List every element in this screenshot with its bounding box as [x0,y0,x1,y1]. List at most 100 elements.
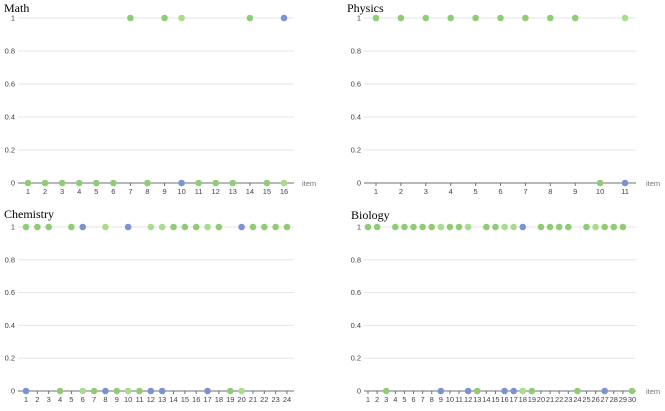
data-point [519,223,527,231]
x-tick-label: 1 [374,187,378,196]
x-tick-label: 6 [111,187,115,196]
data-point [621,14,629,22]
data-point [447,14,455,22]
x-tick-label: 1 [24,395,28,404]
data-point [283,223,291,231]
y-tick-label: 0.2 [351,146,361,155]
y-tick-label: 0.6 [351,288,361,297]
data-point [392,223,399,231]
x-tick-label: 8 [548,187,552,196]
data-point [522,14,529,22]
data-point [280,14,288,22]
data-point [464,387,472,395]
y-tick-label: 0.6 [5,288,15,297]
x-tick-label: 3 [424,187,428,196]
x-tick-label: 21 [249,395,257,404]
data-point [555,223,563,231]
data-point [410,223,417,231]
data-point [192,223,200,231]
y-tick-label: 0.8 [5,255,15,264]
y-tick-label: 0.4 [5,321,15,330]
data-point [483,223,490,231]
x-tick-label: 4 [58,395,62,404]
y-tick-label: 0 [11,179,15,188]
x-tick-label: 10 [596,187,604,196]
data-point [501,223,508,231]
data-point [79,387,87,395]
x-tick-label: 7 [523,187,527,196]
x-tick-label: 4 [393,395,397,404]
chart-title: Physics [347,1,384,15]
x-tick-label: 5 [69,395,73,404]
x-tick-label: 19 [226,395,234,404]
data-point [574,387,581,395]
y-tick-label: 0.2 [5,146,15,155]
data-point [261,223,268,231]
x-tick-label: 2 [375,395,379,404]
data-point [428,223,436,231]
x-tick-label: 17 [509,395,517,404]
data-point [249,223,257,231]
y-tick-label: 0.8 [351,255,361,264]
data-point [564,223,572,231]
x-tick-label: 1 [26,187,30,196]
data-point [601,223,608,231]
data-point [178,14,185,22]
chart-title: Chemistry [4,207,54,221]
x-tick-label: 7 [128,187,132,196]
x-tick-label: 29 [619,395,627,404]
x-axis-name: item [646,387,660,396]
x-tick-label: 28 [610,395,618,404]
x-tick-label: 11 [195,187,203,196]
x-tick-label: 24 [573,395,581,404]
data-point [215,223,223,231]
data-point [147,387,155,395]
y-tick-label: 0.2 [351,354,361,363]
data-point [422,14,430,22]
x-tick-label: 18 [519,395,527,404]
data-point [56,387,64,395]
data-point [621,179,629,187]
x-tick-label: 22 [555,395,563,404]
x-tick-label: 11 [621,187,629,196]
y-tick-label: 0 [357,387,361,396]
data-point [446,223,454,231]
data-point [501,387,508,395]
data-point [373,223,381,231]
x-tick-label: 5 [474,187,478,196]
x-tick-label: 14 [482,395,490,404]
data-point [601,387,608,395]
data-point [22,387,30,395]
data-point [22,223,30,231]
y-tick-label: 0.4 [351,113,361,122]
x-tick-label: 7 [92,395,96,404]
data-point [510,223,517,231]
data-point [102,223,109,231]
data-point [464,223,472,231]
data-point [204,223,211,231]
x-tick-label: 25 [582,395,590,404]
x-tick-label: 13 [229,187,237,196]
y-tick-label: 0.8 [351,47,361,56]
x-tick-label: 11 [136,395,144,404]
data-point [158,387,166,395]
x-tick-label: 15 [263,187,271,196]
x-tick-label: 21 [546,395,554,404]
x-tick-label: 10 [177,187,185,196]
data-point [229,179,237,187]
x-tick-label: 8 [145,187,149,196]
x-tick-label: 6 [81,395,85,404]
x-tick-label: 22 [260,395,268,404]
y-tick-label: 0.4 [5,113,15,122]
data-point [127,14,134,22]
data-point [58,179,66,187]
x-tick-label: 12 [147,395,155,404]
x-tick-label: 4 [77,187,81,196]
x-tick-label: 16 [192,395,200,404]
x-tick-label: 3 [60,187,64,196]
y-tick-label: 0 [357,179,361,188]
data-point [144,179,151,187]
x-tick-label: 20 [537,395,545,404]
x-tick-label: 4 [449,187,453,196]
